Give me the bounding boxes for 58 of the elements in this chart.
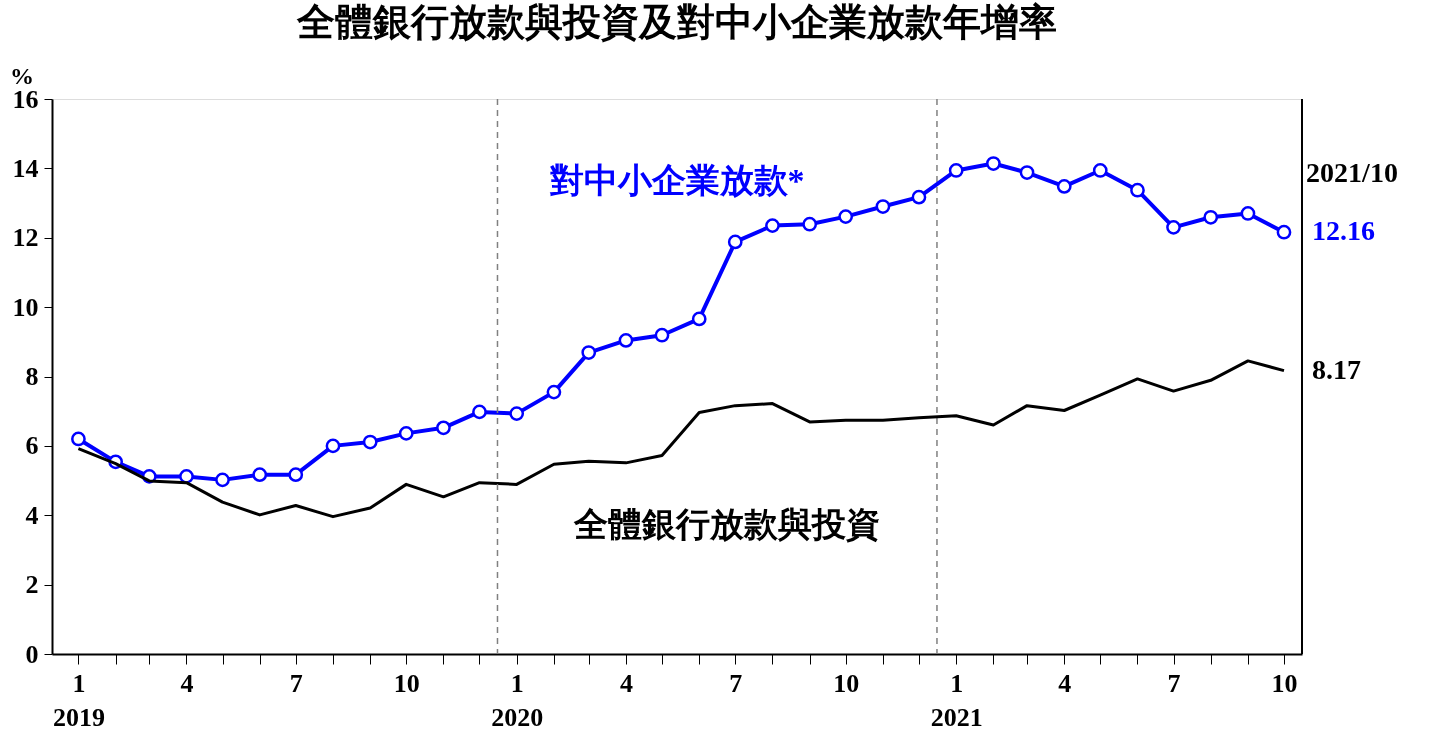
point [215, 472, 230, 488]
point [1166, 219, 1181, 235]
x-tick-label: 7 [729, 668, 743, 698]
y-tick-label: 10 [12, 292, 39, 322]
point [654, 327, 670, 343]
point [875, 199, 891, 214]
data-label: 8.17 [1311, 353, 1361, 385]
chart-title: 全體銀行放款與投資及對中小企業放款年增率 [296, 1, 1057, 43]
x-tick-label: 10 [833, 668, 860, 698]
y-tick-label: 8 [25, 362, 39, 391]
y-tick-label: 0 [25, 639, 39, 669]
point [802, 216, 818, 232]
y-tick-label: 6 [25, 431, 39, 461]
x-tick-label: 7 [1167, 668, 1181, 698]
point [1203, 209, 1219, 225]
x-tick-label: 4 [180, 668, 194, 698]
x-tick-label: 7 [289, 668, 303, 698]
x-tick-label: 1 2021 [930, 668, 983, 732]
point [581, 345, 597, 360]
point [618, 333, 634, 348]
point [838, 209, 854, 224]
point [1276, 224, 1292, 240]
point [546, 384, 562, 400]
point [727, 234, 743, 250]
point [1240, 206, 1256, 221]
point [325, 438, 341, 454]
point [472, 404, 487, 420]
y-tick-label: 14 [12, 153, 39, 183]
point [398, 426, 414, 441]
point [691, 311, 707, 327]
y-tick-label: 12 [12, 223, 39, 253]
point [288, 467, 304, 483]
y-tick-label: 4 [25, 500, 39, 530]
point [1056, 179, 1072, 194]
x-tick-label: 4 [619, 668, 633, 698]
text: 2021/10 [1306, 156, 1398, 188]
x-tick-label: 1 2019 [52, 668, 105, 732]
series-label: 全體銀行放款與投資 [573, 506, 880, 544]
point [911, 189, 927, 205]
x-tick-label: 10 [1271, 668, 1298, 698]
point [986, 156, 1001, 171]
point [179, 469, 194, 484]
point [948, 163, 964, 178]
y-tick-label: 2 [25, 570, 39, 600]
point [765, 218, 780, 233]
point [1130, 182, 1145, 198]
point [71, 431, 86, 447]
x-tick-label: 10 [393, 668, 420, 698]
x-tick-label: 1 2020 [491, 668, 544, 732]
data-label: 12.16 [1311, 215, 1375, 247]
x-tick-label: 4 [1058, 668, 1072, 698]
series-label: 對中小企業放款* [548, 162, 805, 200]
point [509, 406, 525, 421]
point [1092, 163, 1108, 178]
point [252, 467, 268, 483]
point [1019, 165, 1035, 180]
point [436, 420, 451, 436]
point [362, 434, 378, 450]
